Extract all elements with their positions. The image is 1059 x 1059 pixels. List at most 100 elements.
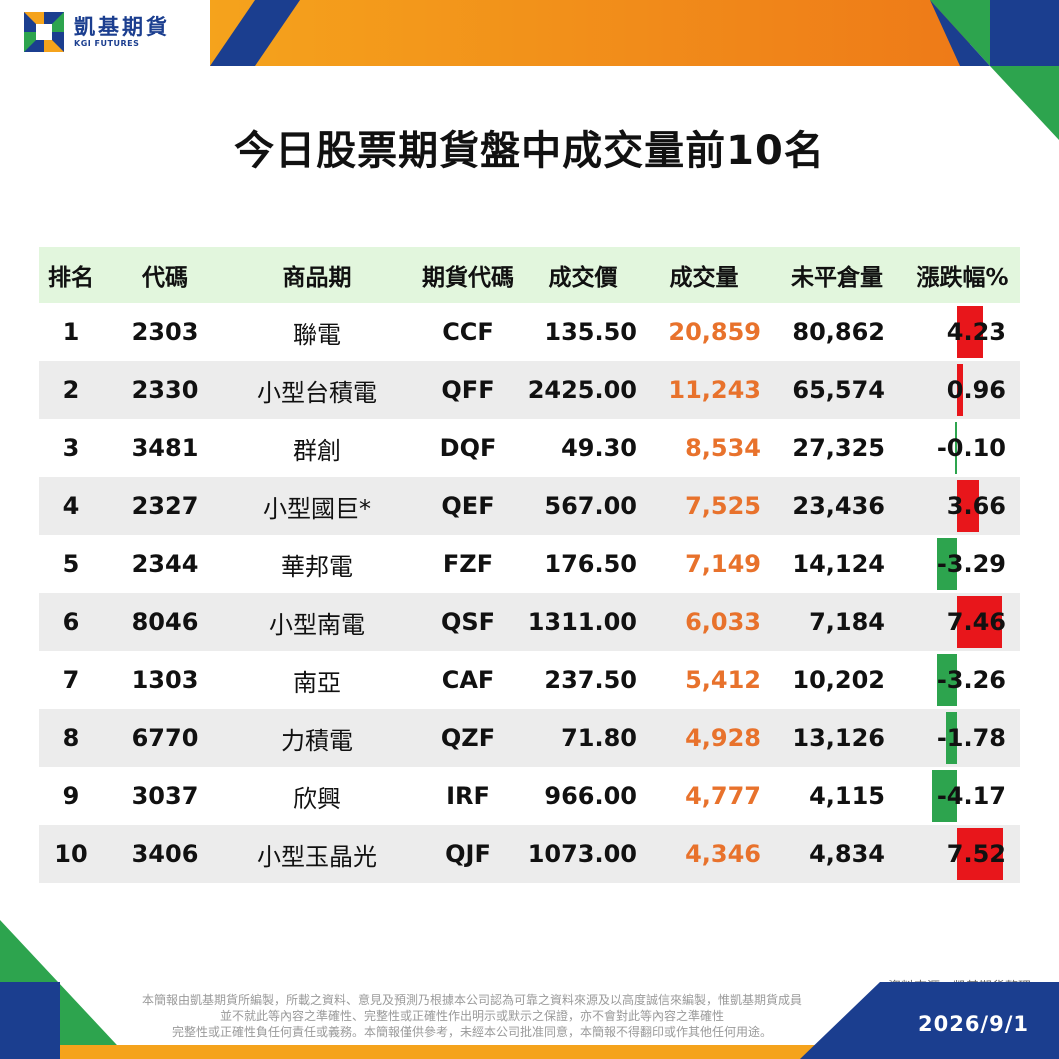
- futures-code-cell: QFF: [441, 376, 495, 404]
- price-cell: 1311.00: [527, 608, 637, 636]
- brand-name-cn: 凱基期貨: [74, 15, 170, 39]
- product-name-cell: 小型南電: [269, 610, 365, 639]
- open-interest-cell: 27,325: [792, 434, 885, 462]
- futures-code-cell: IRF: [446, 782, 490, 810]
- table-row: 7 1303 南亞 CAF 237.50 5,412 10,202 -3.26: [39, 651, 1020, 709]
- volume-cell: 6,033: [685, 608, 761, 636]
- footer-decoration: [0, 920, 1059, 1059]
- code-cell: 2344: [131, 550, 199, 578]
- volume-cell: 7,149: [685, 550, 761, 578]
- change-pct-cell: 3.66: [946, 492, 1006, 520]
- table-row: 4 2327 小型國巨* QEF 567.00 7,525 23,436 3.66: [39, 477, 1020, 535]
- open-interest-cell: 7,184: [809, 608, 885, 636]
- change-bar: [957, 596, 1003, 648]
- rank-cell: 1: [62, 318, 80, 346]
- open-interest-cell: 4,115: [809, 782, 885, 810]
- price-cell: 2425.00: [527, 376, 637, 404]
- product-name-cell: 華邦電: [281, 552, 353, 581]
- product-name-cell: 小型玉晶光: [257, 842, 377, 871]
- table-row: 3 3481 群創 DQF 49.30 8,534 27,325 -0.10: [39, 419, 1020, 477]
- volume-cell: 8,534: [685, 434, 761, 462]
- change-bar: [957, 828, 1003, 880]
- code-cell: 2303: [131, 318, 199, 346]
- futures-code-cell: DQF: [439, 434, 497, 462]
- futures-code-cell: QJF: [445, 840, 491, 868]
- change-pct-cell: -3.26: [936, 666, 1006, 694]
- header-change-pct: 漲跌幅%: [916, 265, 1009, 291]
- volume-cell: 4,346: [685, 840, 761, 868]
- open-interest-cell: 80,862: [792, 318, 885, 346]
- change-bar: [937, 538, 957, 590]
- code-cell: 1303: [131, 666, 199, 694]
- product-name-cell: 南亞: [293, 668, 341, 697]
- open-interest-cell: 14,124: [792, 550, 885, 578]
- futures-code-cell: QZF: [440, 724, 496, 752]
- rank-cell: 9: [62, 782, 80, 810]
- change-bar: [957, 306, 983, 358]
- header-banner: 凱基期貨 KGI FUTURES: [0, 0, 1059, 66]
- corner-decoration-top-right: [990, 66, 1059, 140]
- change-pct-cell: -1.78: [936, 724, 1006, 752]
- rank-cell: 8: [62, 724, 80, 752]
- open-interest-cell: 10,202: [792, 666, 885, 694]
- disclaimer-line: 並不就此等內容之準確性、完整性或正確性作出明示或默示之保證，亦不會對此等內容之準…: [219, 1009, 724, 1023]
- volume-cell: 20,859: [668, 318, 761, 346]
- futures-code-cell: FZF: [442, 550, 494, 578]
- futures-code-cell: CCF: [442, 318, 494, 346]
- futures-code-cell: QSF: [440, 608, 496, 636]
- table-row: 5 2344 華邦電 FZF 176.50 7,149 14,124 -3.29: [39, 535, 1020, 593]
- product-name-cell: 力積電: [281, 726, 353, 755]
- rank-cell: 6: [62, 608, 80, 636]
- open-interest-cell: 65,574: [792, 376, 885, 404]
- code-cell: 2330: [131, 376, 199, 404]
- rank-cell: 5: [62, 550, 80, 578]
- change-bar: [931, 770, 957, 822]
- table-body: 1 2303 聯電 CCF 135.50 20,859 80,862 4.23 2 2330 小型台…: [39, 303, 1020, 883]
- kgi-logo-icon: [24, 12, 64, 52]
- rank-cell: 2: [62, 376, 80, 404]
- price-cell: 176.50: [544, 550, 637, 578]
- page-title: 今日股票期貨盤中成交量前10名: [234, 128, 825, 174]
- ranking-table: 排名 代碼 商品期 期貨代碼 成交價 成交量 未平倉量 漲跌幅% 1 2303 聯電…: [39, 247, 1020, 883]
- disclaimer-line: 本簡報由凱基期貨所編製，所載之資料、意見及預測乃根據本公司認為可靠之資料來源及以…: [141, 993, 802, 1007]
- header-name: 商品期: [282, 265, 352, 291]
- code-cell: 2327: [131, 492, 199, 520]
- price-cell: 135.50: [544, 318, 637, 346]
- header-banner-graphic: [210, 0, 1059, 66]
- header-volume: 成交量: [669, 265, 739, 291]
- volume-cell: 7,525: [685, 492, 761, 520]
- volume-cell: 11,243: [668, 376, 761, 404]
- volume-cell: 5,412: [685, 666, 761, 694]
- open-interest-cell: 13,126: [792, 724, 885, 752]
- report-date: 2026/9/1: [917, 1012, 1029, 1036]
- code-cell: 8046: [131, 608, 199, 636]
- open-interest-cell: 23,436: [792, 492, 885, 520]
- futures-code-cell: CAF: [441, 666, 495, 694]
- change-pct-cell: 7.46: [946, 608, 1006, 636]
- change-pct-cell: -0.10: [936, 434, 1006, 462]
- rank-cell: 10: [54, 840, 88, 868]
- disclaimer: 本簡報由凱基期貨所編製，所載之資料、意見及預測乃根據本公司認為可靠之資料來源及以…: [72, 992, 872, 1040]
- volume-cell: 4,928: [685, 724, 761, 752]
- change-pct-cell: 7.52: [946, 840, 1006, 868]
- futures-code-cell: QEF: [441, 492, 495, 520]
- header-code: 代碼: [142, 265, 188, 291]
- table-row: 8 6770 力積電 QZF 71.80 4,928 13,126 -1.78: [39, 709, 1020, 767]
- change-pct-cell: 0.96: [946, 376, 1006, 404]
- brand-name-en: KGI FUTURES: [74, 39, 140, 48]
- table-row: 2 2330 小型台積電 QFF 2425.00 11,243 65,574 0.96: [39, 361, 1020, 419]
- rank-cell: 3: [62, 434, 80, 462]
- header-rank: 排名: [48, 265, 94, 291]
- header-price: 成交價: [548, 265, 618, 291]
- change-pct-cell: 4.23: [946, 318, 1006, 346]
- price-cell: 49.30: [561, 434, 637, 462]
- table-header-row: 排名 代碼 商品期 期貨代碼 成交價 成交量 未平倉量 漲跌幅%: [39, 247, 1020, 303]
- change-bar: [957, 480, 980, 532]
- product-name-cell: 欣興: [293, 784, 341, 813]
- product-name-cell: 小型台積電: [257, 378, 377, 407]
- change-bar: [955, 422, 957, 474]
- price-cell: 1073.00: [527, 840, 637, 868]
- code-cell: 3481: [131, 434, 199, 462]
- price-cell: 71.80: [561, 724, 637, 752]
- kgi-logo: 凱基期貨 KGI FUTURES: [24, 12, 170, 52]
